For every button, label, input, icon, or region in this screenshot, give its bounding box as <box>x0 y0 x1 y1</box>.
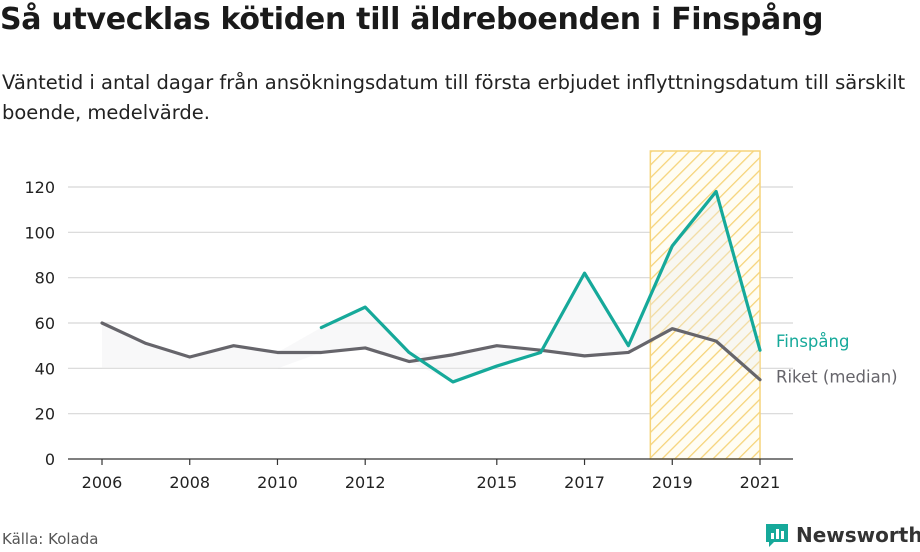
series-label-riket: Riket (median) <box>776 368 898 387</box>
brand-name: Newsworthy <box>796 523 920 547</box>
x-tick-label: 2010 <box>257 473 298 492</box>
x-tick-label: 2019 <box>652 473 693 492</box>
brand-logo[interactable]: Newsworthy <box>764 518 920 552</box>
x-tick-label: 2021 <box>740 473 781 492</box>
series-lines <box>100 189 762 384</box>
tick-labels: 0 20 40 60 80 100 120 2006 2008 2010 2012 2015 2017 2… <box>24 178 780 492</box>
x-axis <box>68 458 793 465</box>
series-line <box>100 321 762 382</box>
newsworthy-logo-icon <box>766 524 788 547</box>
series-label-finspang: Finspång <box>776 332 849 351</box>
y-tick-label: 100 <box>24 223 55 242</box>
y-tick-label: 0 <box>45 450 55 469</box>
source-note: Källa: Kolada <box>2 530 99 548</box>
difference-area <box>102 191 760 382</box>
highlight-area <box>649 150 761 460</box>
highlight-rect <box>649 150 761 460</box>
x-tick-label: 2012 <box>345 473 386 492</box>
y-tick-label: 120 <box>24 178 55 197</box>
x-tick-label: 2015 <box>476 473 517 492</box>
chart-subtitle: Väntetid i antal dagar från ansökningsda… <box>2 71 906 124</box>
x-tick-label: 2006 <box>82 473 123 492</box>
y-tick-label: 20 <box>35 405 55 424</box>
chart-title: Så utvecklas kötiden till äldreboenden i… <box>0 2 824 37</box>
x-tick-label: 2008 <box>169 473 210 492</box>
series-line <box>319 189 762 384</box>
y-tick-label: 60 <box>35 314 55 333</box>
y-tick-label: 40 <box>35 359 55 378</box>
difference-fill <box>102 191 760 382</box>
series-labels: Finspång Riket (median) <box>776 332 898 386</box>
x-tick-label: 2017 <box>564 473 605 492</box>
y-tick-label: 80 <box>35 269 55 288</box>
